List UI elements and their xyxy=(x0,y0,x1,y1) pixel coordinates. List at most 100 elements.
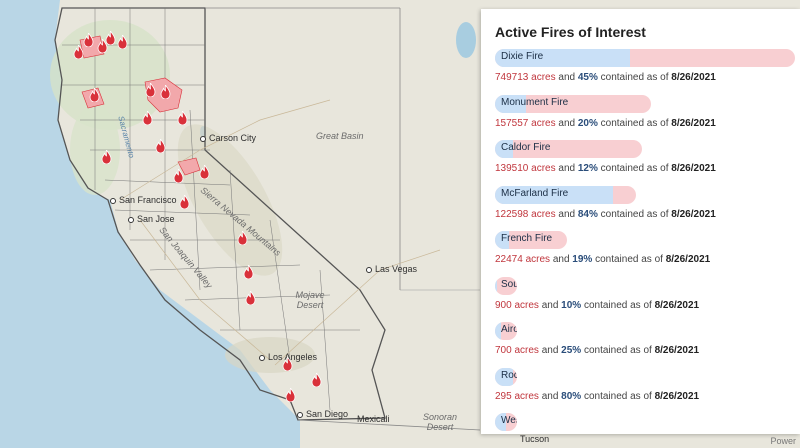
containment-fill xyxy=(495,140,513,158)
fire-marker-icon[interactable] xyxy=(237,231,248,245)
fire-bar[interactable]: Airola Fire xyxy=(495,322,517,340)
map-label-great-basin: Great Basin xyxy=(316,131,364,141)
ocean xyxy=(0,0,300,448)
fire-bar[interactable]: Westward Fire xyxy=(495,413,517,431)
fire-marker-icon[interactable] xyxy=(142,111,153,125)
connector-contained: contained as of xyxy=(600,117,669,129)
fire-list-item[interactable]: Caldor Fire 139510 acres and 12% containe… xyxy=(495,140,795,186)
fire-marker-icon[interactable] xyxy=(160,85,171,99)
fire-marker-icon[interactable] xyxy=(105,31,116,45)
fire-list-item[interactable]: French Fire 22474 acres and 19% contained… xyxy=(495,231,795,277)
fire-contained-pct: 20% xyxy=(577,117,598,129)
fire-marker-icon[interactable] xyxy=(177,111,188,125)
fire-acres-unit: acres xyxy=(528,72,556,83)
great-salt-lake xyxy=(456,22,476,58)
fire-list-item[interactable]: Dixie Fire 749713 acres and 45% contained… xyxy=(495,49,795,95)
fire-acres: 139510 xyxy=(495,163,529,174)
fire-name: Westward Fire xyxy=(501,415,517,426)
fire-bar[interactable]: Monument Fire xyxy=(495,94,651,113)
map-label-carson-city: Carson City xyxy=(200,133,256,143)
containment-fill xyxy=(495,367,513,386)
fire-list-item[interactable]: Westward Fire xyxy=(495,413,795,434)
fire-acres-unit: acres xyxy=(528,117,556,129)
fire-name: South Fire xyxy=(501,278,517,290)
connector-contained: contained as of xyxy=(583,390,652,402)
fire-name: French Fire xyxy=(501,233,553,244)
fire-stats: 22474 acres and 19% contained as of 8/26… xyxy=(495,254,795,265)
map-attribution[interactable]: Power xyxy=(770,436,796,446)
fire-date: 8/26/2021 xyxy=(671,117,716,129)
fire-bar[interactable]: Rock Fire xyxy=(495,367,517,386)
fire-marker-icon[interactable] xyxy=(83,33,94,47)
fire-marker-icon[interactable] xyxy=(245,291,256,305)
containment-fill xyxy=(495,231,509,249)
fire-stats: 749713 acres and 45% contained as of 8/2… xyxy=(495,72,795,83)
fire-contained-pct: 12% xyxy=(577,163,598,174)
fire-marker-icon[interactable] xyxy=(155,139,166,153)
fire-bar[interactable]: Caldor Fire xyxy=(495,140,642,158)
fire-name: McFarland Fire xyxy=(501,187,569,199)
map-label-mexicali: Mexicali xyxy=(357,414,390,424)
fire-date: 8/26/2021 xyxy=(671,163,716,174)
fire-acres-unit: acres xyxy=(511,299,539,311)
connector-and: and xyxy=(558,163,576,174)
connector-contained: contained as of xyxy=(583,345,652,356)
fire-list-item[interactable]: Airola Fire 700 acres and 25% contained a… xyxy=(495,322,795,368)
fire-stats: 122598 acres and 84% contained as of 8/2… xyxy=(495,209,795,220)
fire-bar[interactable]: South Fire xyxy=(495,276,517,295)
fire-marker-icon[interactable] xyxy=(173,169,184,183)
fire-date: 8/26/2021 xyxy=(654,299,700,311)
fire-stats: 139510 acres and 12% contained as of 8/2… xyxy=(495,163,795,174)
connector-and: and xyxy=(558,117,576,129)
fire-list-item[interactable]: Monument Fire 157557 acres and 20% contai… xyxy=(495,94,795,141)
containment-fill xyxy=(495,49,630,67)
fire-date: 8/26/2021 xyxy=(654,390,700,402)
fire-acres: 900 xyxy=(495,299,512,311)
fire-marker-icon[interactable] xyxy=(282,357,293,371)
map-label-san-jose: San Jose xyxy=(128,214,175,224)
fire-list-item[interactable]: McFarland Fire 122598 acres and 84% conta… xyxy=(495,185,795,232)
fire-marker-icon[interactable] xyxy=(101,150,112,164)
fire-acres-unit: acres xyxy=(528,163,556,174)
fire-bar[interactable]: McFarland Fire xyxy=(495,185,636,204)
map-label-los-angeles: Los Angeles xyxy=(259,352,317,362)
fire-stats: 900 acres and 10% contained as of 8/26/2… xyxy=(495,300,795,311)
fire-bar[interactable]: Dixie Fire xyxy=(495,49,795,67)
containment-fill xyxy=(495,94,527,113)
fire-marker-icon[interactable] xyxy=(285,388,296,402)
connector-and: and xyxy=(541,390,559,402)
containment-fill xyxy=(495,185,614,204)
fire-bar[interactable]: French Fire xyxy=(495,231,567,249)
fire-contained-pct: 84% xyxy=(577,208,598,220)
fire-name: Rock Fire xyxy=(501,369,517,381)
connector-contained: contained as of xyxy=(583,299,652,311)
fire-date: 8/26/2021 xyxy=(671,72,716,83)
fire-contained-pct: 25% xyxy=(561,345,582,356)
fire-marker-icon[interactable] xyxy=(199,165,210,179)
fire-name: Airola Fire xyxy=(501,324,517,335)
fire-stats: 295 acres and 80% contained as of 8/26/2… xyxy=(495,391,795,402)
fire-contained-pct: 10% xyxy=(561,299,582,311)
containment-fill xyxy=(495,413,506,431)
fire-marker-icon[interactable] xyxy=(89,88,100,102)
fire-marker-icon[interactable] xyxy=(311,373,322,387)
connector-and: and xyxy=(541,299,559,311)
map-label-san-francisco: San Francisco xyxy=(110,195,177,205)
fire-list-item[interactable]: South Fire 900 acres and 10% contained as… xyxy=(495,276,795,323)
fire-marker-icon[interactable] xyxy=(243,265,254,279)
fire-acres-unit: acres xyxy=(511,390,539,402)
map-label-las-vegas: Las Vegas xyxy=(366,264,417,274)
fire-marker-icon[interactable] xyxy=(97,39,108,53)
fire-marker-icon[interactable] xyxy=(145,83,156,97)
connector-and: and xyxy=(552,254,570,265)
map-label-tucson: Tucson xyxy=(520,434,550,444)
fire-marker-icon[interactable] xyxy=(117,35,128,49)
fire-acres-unit: acres xyxy=(511,345,539,356)
fire-list: Dixie Fire 749713 acres and 45% contained… xyxy=(495,49,795,434)
fire-date: 8/26/2021 xyxy=(665,254,711,265)
fire-acres-unit: acres xyxy=(522,254,551,265)
fire-marker-icon[interactable] xyxy=(73,45,84,59)
fire-list-item[interactable]: Rock Fire 295 acres and 80% contained as … xyxy=(495,367,795,414)
fire-marker-icon[interactable] xyxy=(179,195,190,209)
connector-contained: contained as of xyxy=(600,208,669,220)
